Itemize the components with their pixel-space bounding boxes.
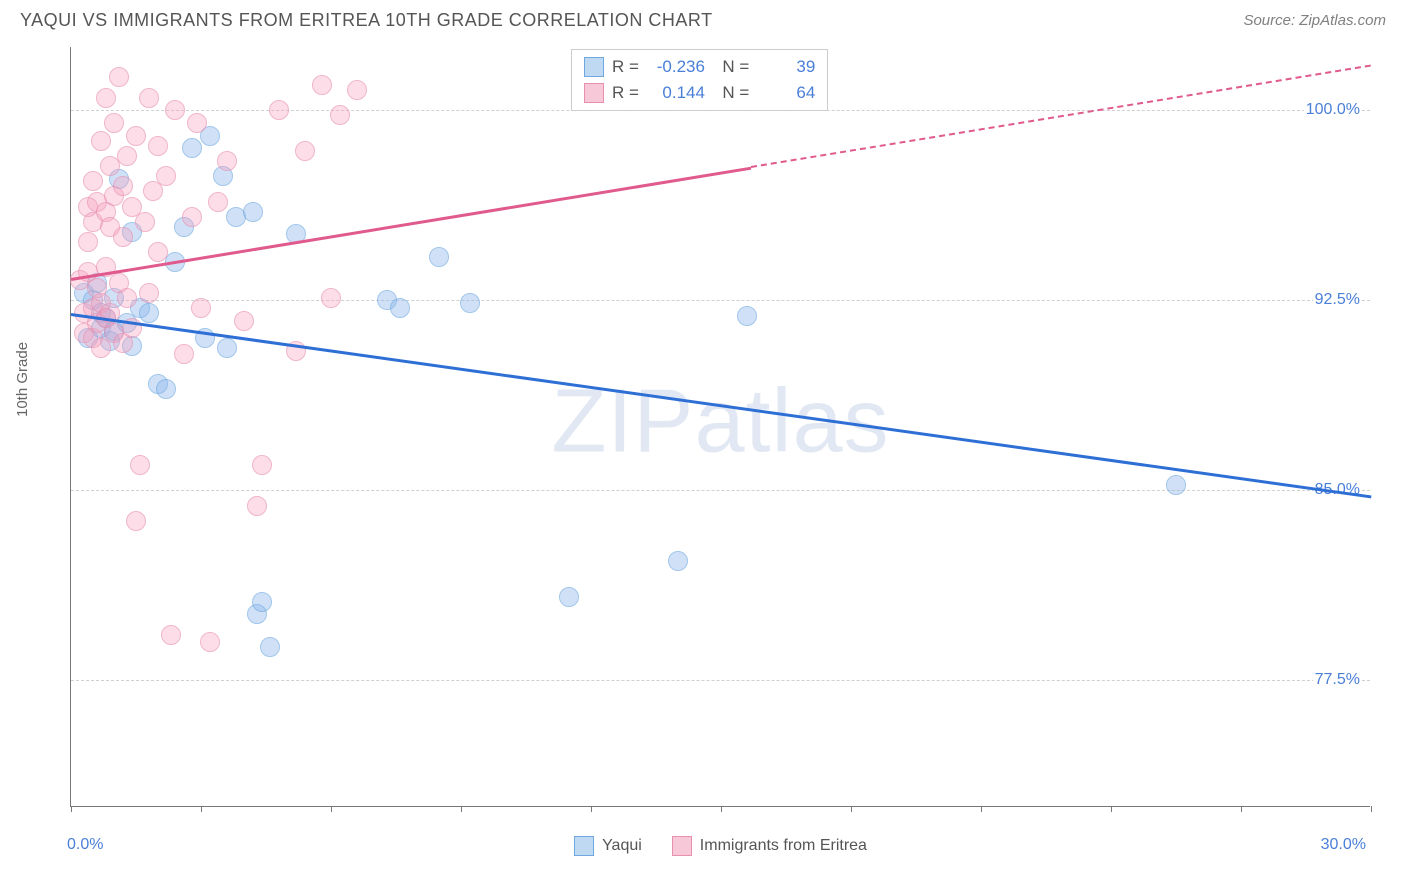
- legend-swatch-1: [584, 83, 604, 103]
- data-point: [83, 171, 103, 191]
- data-point: [96, 88, 116, 108]
- legend-n-value-0: 39: [757, 54, 815, 80]
- legend-bottom-label-0: Yaqui: [602, 837, 642, 855]
- data-point: [217, 338, 237, 358]
- data-point: [91, 131, 111, 151]
- legend-n-value-1: 64: [757, 80, 815, 106]
- header: YAQUI VS IMMIGRANTS FROM ERITREA 10TH GR…: [0, 0, 1406, 37]
- data-point: [247, 496, 267, 516]
- x-axis-max-label: 30.0%: [1321, 836, 1366, 854]
- data-point: [321, 288, 341, 308]
- data-point: [559, 587, 579, 607]
- legend-item-1: Immigrants from Eritrea: [672, 836, 867, 856]
- data-point: [390, 298, 410, 318]
- data-point: [1166, 475, 1186, 495]
- data-point: [429, 247, 449, 267]
- data-point: [252, 592, 272, 612]
- legend-r-label: R =: [612, 80, 639, 106]
- data-point: [139, 88, 159, 108]
- legend-n-label: N =: [713, 80, 749, 106]
- data-point: [295, 141, 315, 161]
- data-point: [126, 126, 146, 146]
- data-point: [208, 192, 228, 212]
- data-point: [126, 511, 146, 531]
- data-point: [135, 212, 155, 232]
- x-tick: [851, 806, 852, 812]
- y-tick-label: 77.5%: [1313, 671, 1362, 689]
- x-tick: [981, 806, 982, 812]
- data-point: [347, 80, 367, 100]
- gridline: [71, 300, 1370, 301]
- data-point: [182, 207, 202, 227]
- chart-title: YAQUI VS IMMIGRANTS FROM ERITREA 10TH GR…: [20, 10, 713, 31]
- data-point: [260, 637, 280, 657]
- plot-area: ZIPatlas R = -0.236 N = 39 R = 0.144 N =…: [70, 47, 1370, 807]
- x-tick: [591, 806, 592, 812]
- data-point: [234, 311, 254, 331]
- x-tick: [461, 806, 462, 812]
- data-point: [130, 455, 150, 475]
- y-tick-label: 100.0%: [1304, 101, 1362, 119]
- x-tick: [71, 806, 72, 812]
- data-point: [148, 136, 168, 156]
- x-tick: [721, 806, 722, 812]
- data-point: [668, 551, 688, 571]
- x-tick: [331, 806, 332, 812]
- legend-item-0: Yaqui: [574, 836, 642, 856]
- data-point: [191, 298, 211, 318]
- legend-stats-row-1: R = 0.144 N = 64: [584, 80, 815, 106]
- data-point: [217, 151, 237, 171]
- data-point: [174, 344, 194, 364]
- data-point: [156, 379, 176, 399]
- x-tick: [1241, 806, 1242, 812]
- data-point: [252, 455, 272, 475]
- y-axis-label: 10th Grade: [14, 342, 31, 417]
- x-axis-min-label: 0.0%: [67, 836, 103, 854]
- data-point: [139, 283, 159, 303]
- legend-bottom: Yaqui Immigrants from Eritrea: [71, 836, 1370, 856]
- data-point: [78, 232, 98, 252]
- gridline: [71, 110, 1370, 111]
- legend-r-value-0: -0.236: [647, 54, 705, 80]
- data-point: [312, 75, 332, 95]
- data-point: [139, 303, 159, 323]
- data-point: [148, 242, 168, 262]
- legend-swatch-0: [584, 57, 604, 77]
- legend-bottom-swatch-1: [672, 836, 692, 856]
- trend-line: [751, 65, 1371, 168]
- legend-n-label: N =: [713, 54, 749, 80]
- data-point: [113, 176, 133, 196]
- data-point: [330, 105, 350, 125]
- watermark-part2: atlas: [694, 371, 889, 471]
- legend-bottom-swatch-0: [574, 836, 594, 856]
- data-point: [269, 100, 289, 120]
- data-point: [200, 632, 220, 652]
- legend-r-value-1: 0.144: [647, 80, 705, 106]
- data-point: [117, 288, 137, 308]
- data-point: [104, 113, 124, 133]
- data-point: [737, 306, 757, 326]
- data-point: [161, 625, 181, 645]
- legend-r-label: R =: [612, 54, 639, 80]
- x-tick: [201, 806, 202, 812]
- data-point: [113, 227, 133, 247]
- x-tick: [1371, 806, 1372, 812]
- data-point: [156, 166, 176, 186]
- chart-source: Source: ZipAtlas.com: [1243, 12, 1386, 29]
- data-point: [187, 113, 207, 133]
- y-tick-label: 92.5%: [1313, 291, 1362, 309]
- legend-stats: R = -0.236 N = 39 R = 0.144 N = 64: [571, 49, 828, 111]
- data-point: [182, 138, 202, 158]
- data-point: [117, 146, 137, 166]
- data-point: [109, 67, 129, 87]
- data-point: [460, 293, 480, 313]
- data-point: [243, 202, 263, 222]
- x-tick: [1111, 806, 1112, 812]
- data-point: [165, 100, 185, 120]
- gridline: [71, 680, 1370, 681]
- legend-bottom-label-1: Immigrants from Eritrea: [700, 837, 867, 855]
- legend-stats-row-0: R = -0.236 N = 39: [584, 54, 815, 80]
